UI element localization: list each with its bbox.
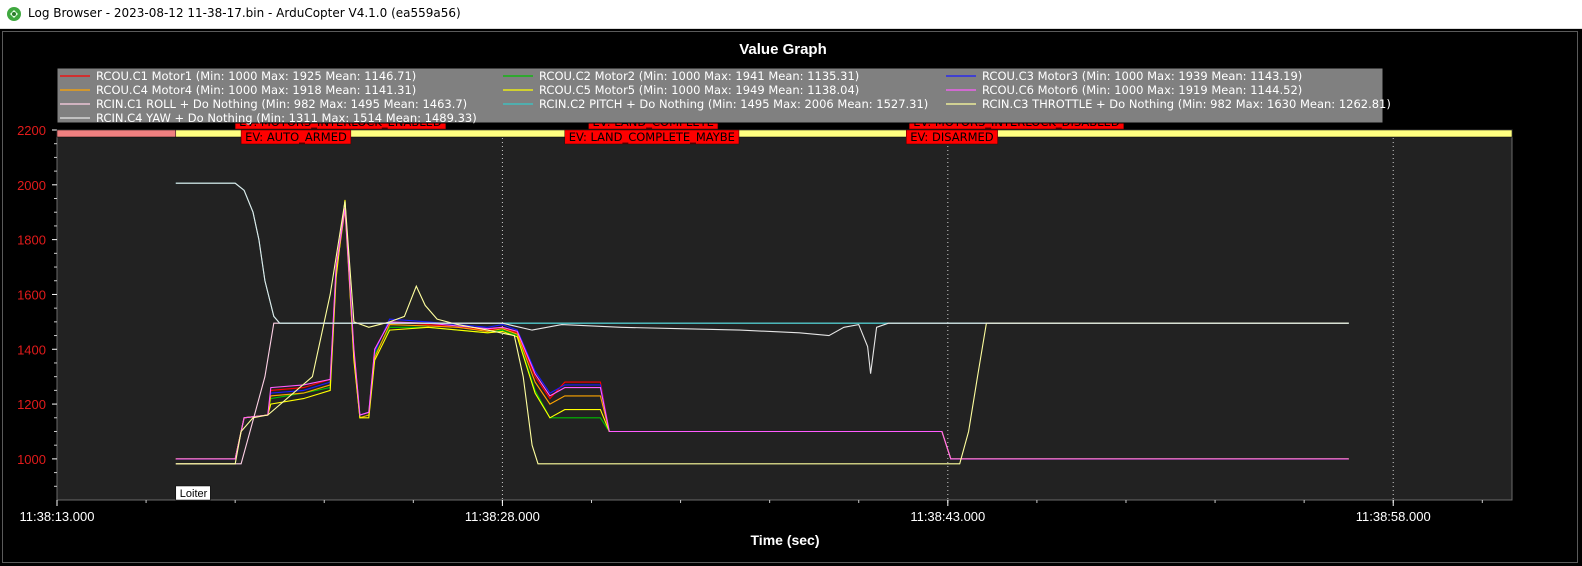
mode-label-box bbox=[175, 485, 211, 501]
legend-entry: RCIN.C2 PITCH + Do Nothing (Min: 1495 Ma… bbox=[539, 97, 928, 111]
y-tick-label: 2200 bbox=[17, 123, 46, 138]
event-marker-box[interactable] bbox=[240, 129, 352, 145]
legend-entry: RCIN.C3 THROTTLE + Do Nothing (Min: 982 … bbox=[982, 97, 1391, 111]
event-marker-box[interactable] bbox=[905, 129, 998, 145]
y-tick-label: 1000 bbox=[17, 452, 46, 467]
mode-label: Loiter bbox=[180, 488, 208, 500]
chart-title: Value Graph bbox=[739, 41, 827, 58]
y-tick-label: 1400 bbox=[17, 342, 46, 357]
x-tick-label: 11:38:43.000 bbox=[910, 509, 985, 524]
state-bar-segment bbox=[56, 129, 177, 138]
legend-entry: RCOU.C4 Motor4 (Min: 1000 Max: 1918 Mean… bbox=[96, 83, 416, 97]
y-tick-label: 1200 bbox=[17, 397, 46, 412]
series-line-4[interactable] bbox=[175, 209, 1349, 460]
y-tick-label: 1800 bbox=[17, 233, 46, 248]
series-line-10[interactable] bbox=[175, 182, 1349, 374]
event-marker-label: EV: AUTO_ARMED bbox=[245, 130, 347, 144]
legend-box bbox=[56, 67, 1384, 124]
value-graph[interactable]: Value Graph Time (sec) 11:38:13.000 11:38:2… bbox=[0, 29, 1582, 566]
legend-entry: RCIN.C4 YAW + Do Nothing (Min: 1311 Max:… bbox=[96, 111, 477, 125]
legend-entry: RCOU.C2 Motor2 (Min: 1000 Max: 1941 Mean… bbox=[539, 69, 859, 83]
graph-frame bbox=[2, 31, 1578, 563]
legend-entry: RCOU.C6 Motor6 (Min: 1000 Max: 1919 Mean… bbox=[982, 83, 1302, 97]
value-graph-chart[interactable]: Value Graph Time (sec) 11:38:13.000 11:38:2… bbox=[0, 29, 1582, 566]
legend-entry: RCOU.C1 Motor1 (Min: 1000 Max: 1925 Mean… bbox=[96, 69, 416, 83]
x-tick-label: 11:38:13.000 bbox=[20, 509, 95, 524]
series-line-2[interactable] bbox=[175, 206, 1349, 460]
y-tick-label: 1600 bbox=[17, 287, 46, 302]
window-titlebar: Log Browser - 2023-08-12 11-38-17.bin - … bbox=[0, 0, 1582, 29]
event-marker-label: EV: DISARMED bbox=[910, 130, 994, 144]
window-title: Log Browser - 2023-08-12 11-38-17.bin - … bbox=[28, 6, 461, 20]
event-marker-box[interactable] bbox=[564, 129, 740, 145]
legend-entry: RCOU.C5 Motor5 (Min: 1000 Max: 1949 Mean… bbox=[539, 83, 859, 97]
y-tick-label: 2000 bbox=[17, 178, 46, 193]
legend-entry: RCIN.C1 ROLL + Do Nothing (Min: 982 Max:… bbox=[96, 97, 467, 111]
x-axis-label: Time (sec) bbox=[751, 532, 820, 548]
event-marker-label: EV: LAND_COMPLETE_MAYBE bbox=[569, 130, 735, 144]
series-line-3[interactable] bbox=[175, 202, 1349, 460]
legend-entry: RCOU.C3 Motor3 (Min: 1000 Max: 1939 Mean… bbox=[982, 69, 1302, 83]
x-tick-label: 11:38:28.000 bbox=[465, 509, 540, 524]
plot-area[interactable] bbox=[56, 129, 1513, 501]
x-tick-label: 11:38:58.000 bbox=[1356, 509, 1431, 524]
series-line-9[interactable] bbox=[175, 201, 1349, 465]
state-bar-segment bbox=[175, 129, 1513, 138]
app-icon bbox=[7, 7, 21, 21]
series-line-5[interactable] bbox=[175, 199, 1349, 460]
